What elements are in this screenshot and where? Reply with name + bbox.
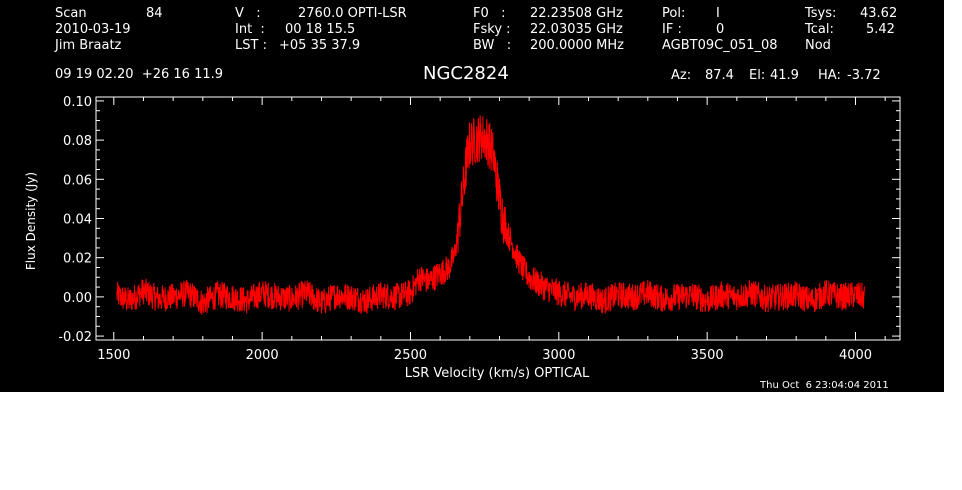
spectrum-panel: Scan 84 2010-03-19 Jim Braatz V : 2760.0… xyxy=(0,0,944,392)
source-name: NGC2824 xyxy=(423,63,509,84)
x-tick-label: 3000 xyxy=(542,348,575,363)
f0-value: 22.23508 GHz xyxy=(530,6,623,21)
fsky-label: Fsky : xyxy=(473,22,511,37)
scan-value: 84 xyxy=(146,6,163,21)
hour-angle-value: -3.72 xyxy=(847,68,881,83)
y-tick-label: 0.04 xyxy=(63,213,92,228)
scan-label: Scan xyxy=(55,6,87,21)
x-tick-label: 1500 xyxy=(97,348,130,363)
project-id: AGBT09C_051_08 xyxy=(662,38,778,53)
y-tick-label: 0.02 xyxy=(63,252,92,267)
pol-label: Pol: xyxy=(662,6,686,21)
procedure-name: Nod xyxy=(805,38,831,53)
integration-value: 00 18 15.5 xyxy=(285,22,356,37)
integration-label: Int : xyxy=(235,22,265,37)
azimuth-value: 87.4 xyxy=(705,68,734,83)
y-tick-label: 0.00 xyxy=(63,291,92,306)
y-tick-label: 0.06 xyxy=(63,173,92,188)
x-tick-label: 2000 xyxy=(246,348,279,363)
y-axis-label: Flux Density (Jy) xyxy=(24,172,38,270)
tcal-value: 5.42 xyxy=(866,22,895,37)
observation-date: 2010-03-19 xyxy=(55,22,131,37)
bandwidth-label: BW : xyxy=(473,38,512,53)
x-tick-label: 4000 xyxy=(839,348,872,363)
tsys-value: 43.62 xyxy=(860,6,898,21)
f0-label: F0 : xyxy=(473,6,506,21)
x-tick-label: 3500 xyxy=(691,348,724,363)
velocity-label: V : xyxy=(235,6,261,21)
if-value: 0 xyxy=(716,22,725,37)
if-label: IF : xyxy=(662,22,682,37)
azimuth-label: Az: xyxy=(671,68,692,83)
spectrum-chart: 1500 2000 2500 3000 3500 4000 -0.02 0.00 0.02 0.0… xyxy=(24,95,901,381)
lst-value: +05 35 37.9 xyxy=(279,38,361,53)
y-tick-label: 0.10 xyxy=(63,95,92,110)
tsys-label: Tsys: xyxy=(805,6,837,21)
lst-label: LST : xyxy=(235,38,267,53)
tcal-label: Tcal: xyxy=(805,22,834,37)
elevation-label: El: xyxy=(749,68,766,83)
plot-timestamp: Thu Oct 6 23:04:04 2011 xyxy=(760,380,889,391)
x-tick-label: 2500 xyxy=(394,348,427,363)
y-tick-label: 0.08 xyxy=(63,134,92,149)
bandwidth-value: 200.0000 MHz xyxy=(530,38,624,53)
spectrum-trace xyxy=(116,115,865,315)
pol-value: I xyxy=(716,6,720,21)
y-tick-label: -0.02 xyxy=(58,330,92,345)
fsky-value: 22.03035 GHz xyxy=(530,22,623,37)
observer-name: Jim Braatz xyxy=(55,38,122,53)
hour-angle-label: HA: xyxy=(818,68,841,83)
elevation-value: 41.9 xyxy=(770,68,799,83)
source-coordinates: 09 19 02.20 +26 16 11.9 xyxy=(55,67,224,82)
plot-frame xyxy=(95,96,901,341)
velocity-value: 2760.0 OPTI-LSR xyxy=(298,6,407,21)
x-axis-label: LSR Velocity (km/s) OPTICAL xyxy=(405,366,590,381)
